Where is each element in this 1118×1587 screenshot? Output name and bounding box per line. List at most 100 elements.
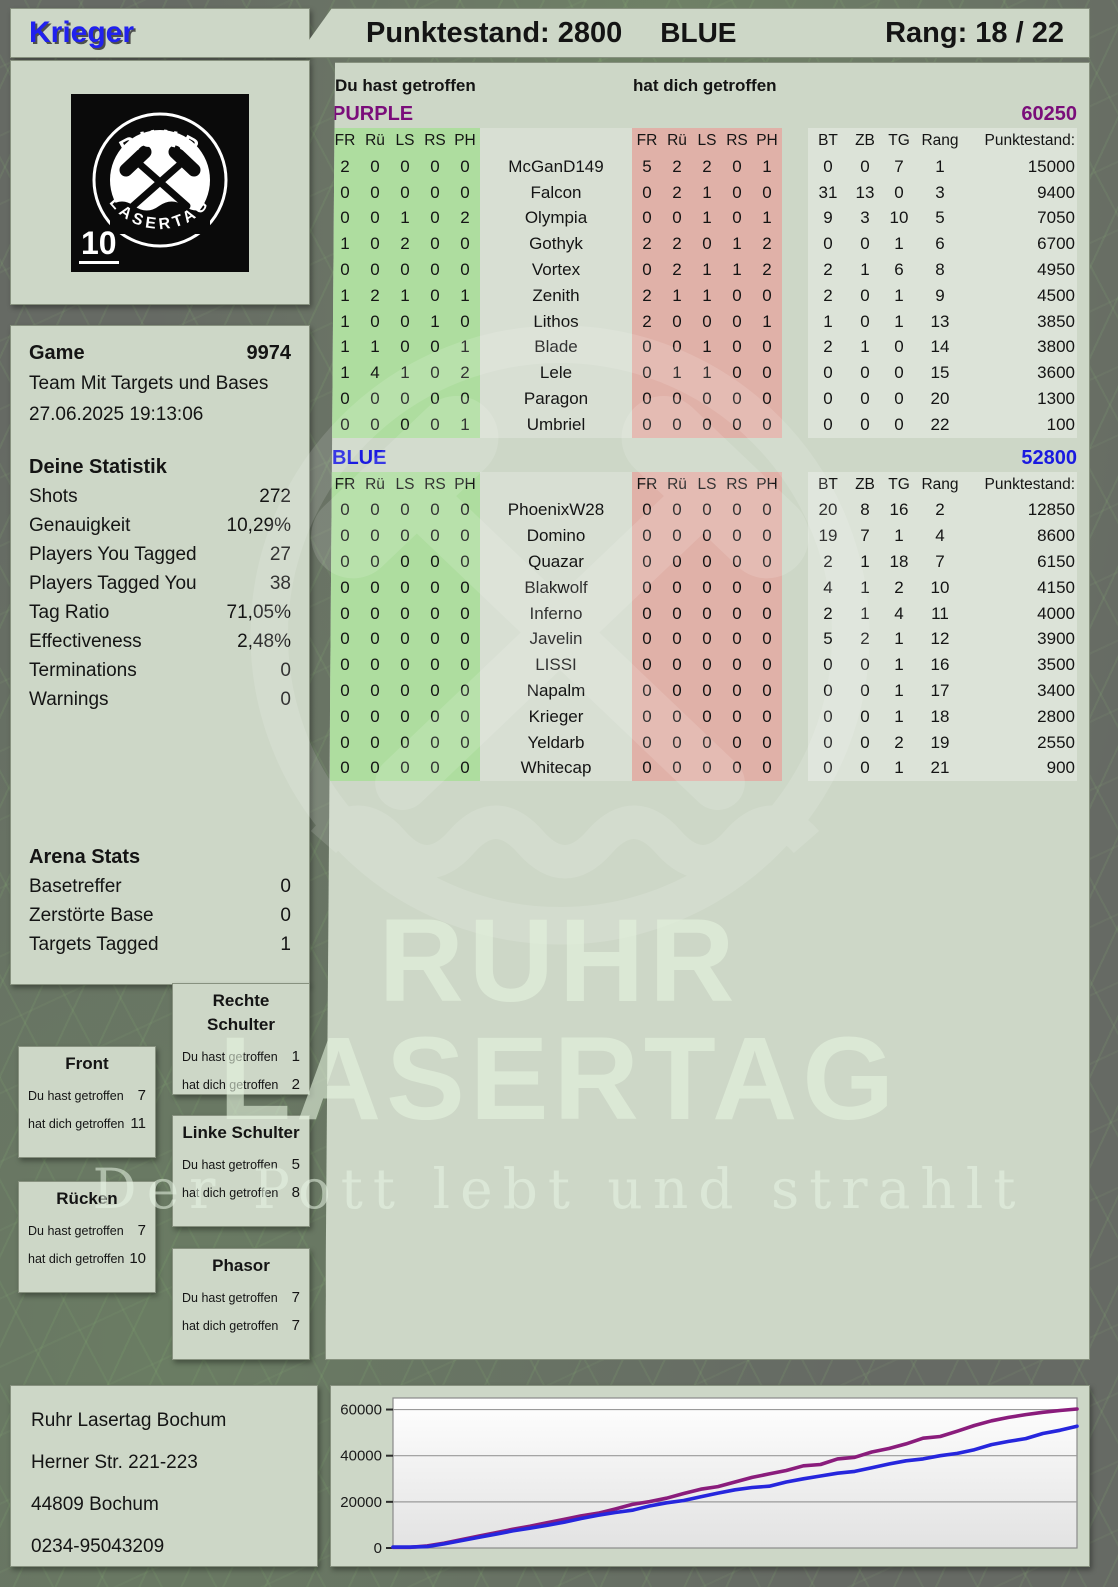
you-hit-cell: 0 (360, 308, 390, 335)
hit-you-cell: 0 (692, 308, 722, 335)
destroyed-base-cell: 0 (848, 385, 882, 412)
bodypart-you-label: Du hast getroffen (182, 1050, 278, 1064)
you-hit-cell: 0 (420, 652, 450, 678)
you-hit-cell: 4 (360, 360, 390, 386)
you-hit-cell: 0 (420, 755, 450, 782)
hit-you-cell: 2 (632, 282, 662, 309)
stat-value: 38 (269, 573, 291, 594)
hit-you-cell: 1 (662, 360, 692, 386)
col-header: RS (722, 128, 752, 154)
col-header: Rü (360, 128, 390, 154)
bodypart-row: hat dich getroffen 7 (182, 1317, 300, 1334)
col-header: LS (390, 471, 420, 498)
hit-you-cell: 1 (692, 282, 722, 309)
hit-you-cell: 0 (752, 574, 782, 601)
gap (782, 205, 808, 231)
destroyed-base-cell: 13 (848, 179, 882, 206)
col-header: TG (882, 471, 916, 498)
you-hit-cell: 0 (330, 729, 360, 756)
game-header: Game 9974 (29, 338, 291, 368)
hit-you-cell: 0 (692, 231, 722, 257)
you-hit-cell: 0 (390, 523, 420, 549)
player-name-cell: Domino (480, 523, 632, 549)
bodypart-row: Du hast getroffen 7 (28, 1087, 146, 1104)
hit-you-cell: 0 (752, 755, 782, 782)
hit-you-cell: 0 (662, 755, 692, 782)
you-hit-cell: 0 (450, 729, 480, 756)
team-header: PURPLE 60250 (326, 101, 1089, 128)
hit-you-cell: 0 (662, 411, 692, 438)
destroyed-base-cell: 1 (848, 574, 882, 601)
hit-you-cell: 0 (632, 205, 662, 232)
rank-cell: 5 (916, 205, 964, 232)
you-hit-cell: 0 (450, 385, 480, 412)
col-header (480, 128, 632, 154)
col-header: ZB (848, 128, 882, 154)
hit-you-cell: 0 (632, 523, 662, 549)
y-tick-label: 60000 (340, 1402, 382, 1419)
you-hit-cell: 0 (420, 256, 450, 283)
hit-you-cell: 0 (692, 385, 722, 412)
you-hit-cell: 0 (450, 231, 480, 257)
you-hit-cell: 0 (330, 411, 360, 438)
you-hit-cell: 1 (390, 282, 420, 309)
you-hit-cell: 0 (390, 574, 420, 601)
stat-value: 10,29% (226, 515, 291, 536)
stat-row: Shots 272 (29, 482, 291, 511)
hit-you-cell: 0 (722, 574, 752, 601)
rank-cell: 22 (916, 411, 964, 438)
base-hits-cell: 31 (808, 179, 848, 206)
you-hit-cell: 0 (330, 600, 360, 627)
base-hits-cell: 2 (808, 334, 848, 361)
game-title: Game (29, 342, 85, 364)
score-cell: 3500 (964, 652, 1077, 678)
targets-cell: 2 (882, 574, 916, 601)
hit-you-cell: 0 (632, 548, 662, 575)
you-hit-cell: 1 (330, 282, 360, 309)
you-hit-cell: 0 (330, 548, 360, 575)
rank-cell: 7 (916, 548, 964, 575)
gap (782, 412, 808, 438)
you-hit-cell: 0 (420, 523, 450, 549)
targets-cell: 1 (882, 677, 916, 704)
you-hit-cell: 0 (390, 729, 420, 756)
hit-you-cell: 0 (632, 411, 662, 438)
rank-cell: 1 (916, 153, 964, 180)
rank-cell: 21 (916, 755, 964, 782)
you-hit-cell: 0 (360, 703, 390, 730)
rank-cell: 13 (916, 308, 964, 335)
player-name-cell: Quazar (480, 548, 632, 575)
you-hit-cell: 0 (420, 334, 450, 361)
address-line: 44809 Bochum (31, 1494, 159, 1515)
y-tick-label: 0 (374, 1540, 382, 1557)
you-hit-cell: 0 (330, 497, 360, 524)
player-name-cell: Gothyk (480, 231, 632, 257)
col-header: TG (882, 128, 916, 154)
bodypart-row: hat dich getroffen 10 (28, 1250, 146, 1267)
your-stats-rows: Shots 272 Genauigkeit 10,29% Players You Tag… (29, 482, 291, 714)
col-header: LS (692, 471, 722, 498)
team-table: FR Rü LS RS PH FR Rü LS RS PH BT ZB TG Rang Punktestan… (326, 128, 1089, 438)
hit-you-cell: 1 (722, 256, 752, 283)
you-hit-cell: 0 (360, 600, 390, 627)
bodypart-you-value: 5 (291, 1156, 300, 1173)
score-cell: 7050 (964, 205, 1077, 232)
hit-you-cell: 0 (722, 153, 752, 180)
score-line-blue (391, 1424, 1079, 1549)
you-hit-cell: 0 (360, 153, 390, 180)
game-mode: Team Mit Targets und Bases (29, 373, 269, 394)
player-name-cell: Blakwolf (480, 574, 632, 601)
team-total: 52800 (1021, 446, 1077, 469)
hit-you-cell: 0 (752, 729, 782, 756)
you-hit-cell: 0 (420, 574, 450, 601)
bodypart-ruecken: Rücken Du hast getroffen 7 hat dich getroff… (18, 1181, 156, 1293)
you-hit-cell: 0 (330, 755, 360, 782)
destroyed-base-cell: 0 (848, 703, 882, 730)
logo-panel: RUHR LASERTAG 10 (10, 60, 310, 305)
score-cell: 2800 (964, 703, 1077, 730)
base-hits-cell: 2 (808, 282, 848, 309)
destroyed-base-cell: 0 (848, 360, 882, 386)
player-name-cell: Vortex (480, 256, 632, 283)
bodypart-you-value: 7 (137, 1222, 146, 1239)
bodypart-phasor: Phasor Du hast getroffen 7 hat dich getroff… (172, 1248, 310, 1360)
